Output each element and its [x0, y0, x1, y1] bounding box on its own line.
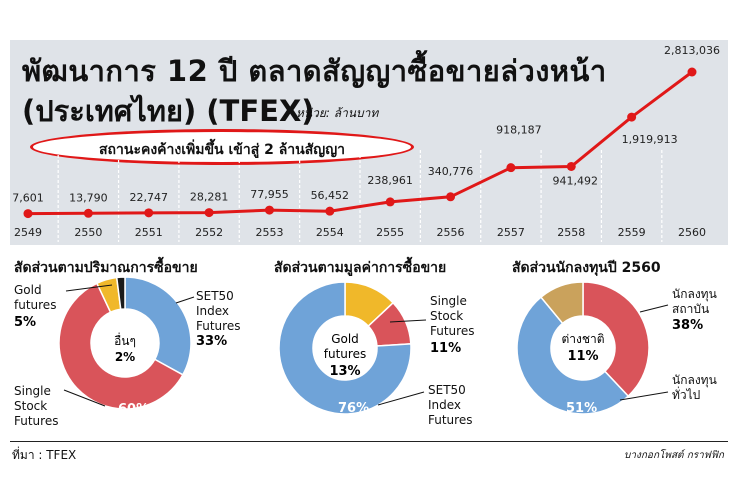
credit-text: บางกอกโพสต์ กราฟฟิก [624, 450, 724, 461]
label-leader-line [65, 284, 113, 292]
slice-label: 11% [430, 341, 461, 356]
data-point [23, 209, 33, 219]
slice-label: 51% [566, 401, 597, 416]
label-leader-line [389, 319, 427, 323]
slice-label: นักลงทุน [672, 373, 717, 388]
pie-slice [539, 281, 584, 325]
data-label: 77,955 [250, 188, 289, 201]
data-label: 2,813,036 [664, 44, 720, 57]
data-point [506, 163, 516, 173]
highlight-badge: สถานะคงค้างเพิ่มขึ้น เข้าสู่ 2 ล้านสัญญา [30, 129, 414, 165]
year-tick-label: 2556 [437, 226, 465, 239]
label-leader-line [175, 296, 195, 304]
year-tick-label: 2549 [14, 226, 42, 239]
slice-label: Gold [14, 283, 42, 297]
label-leader-line [377, 391, 425, 406]
pie-slice [582, 281, 650, 398]
slice-label: 33% [196, 334, 227, 349]
year-tick-label: 2552 [195, 226, 223, 239]
data-label: 56,452 [311, 189, 350, 202]
slice-label: 13% [329, 364, 360, 379]
slice-label: 76% [338, 401, 369, 416]
data-point [627, 112, 637, 122]
slice-label: Gold [331, 332, 359, 346]
slice-label: ทั่วไป [672, 386, 700, 402]
slice-label: 2% [115, 350, 135, 364]
data-label: 7,601 [12, 192, 44, 205]
pie-slice [58, 282, 184, 410]
data-label: 918,187 [496, 124, 542, 137]
slice-label: Single [14, 384, 51, 398]
year-tick-label: 2551 [135, 226, 163, 239]
data-label: 941,492 [553, 174, 599, 187]
data-point [264, 205, 274, 215]
label-leader-line [639, 304, 669, 313]
data-point [83, 208, 93, 218]
slice-label: อื่นๆ [114, 332, 136, 348]
data-point [687, 67, 697, 77]
slice-label: สถาบัน [672, 302, 709, 316]
pie-slice [278, 281, 412, 415]
slice-label: Index [428, 398, 461, 412]
year-tick-label: 2553 [255, 226, 283, 239]
year-tick-label: 2560 [678, 226, 706, 239]
pie-slice [124, 276, 192, 376]
slice-label: Single [430, 294, 467, 308]
slice-label: Futures [428, 413, 472, 427]
label-leader-line [63, 389, 106, 407]
source-text: ที่มา : TFEX [12, 448, 77, 462]
line-chart: 7,601 2549 13,790 2550 22,747 2551 28,281 2552 7… [12, 44, 720, 242]
pie-slice [516, 296, 630, 415]
slice-label: futures [324, 347, 366, 361]
data-label: 22,747 [129, 191, 168, 204]
data-point [204, 208, 214, 218]
slice-label: ต่างชาติ [561, 332, 604, 346]
year-tick-label: 2555 [376, 226, 404, 239]
slice-label: 11% [567, 349, 598, 364]
data-point [325, 206, 335, 216]
slice-label: Futures [14, 414, 58, 428]
data-point [446, 192, 456, 202]
chart-title-line2: (ประเทศไทย) (TFEX) [22, 94, 315, 128]
highlight-text: สถานะคงค้างเพิ่มขึ้น เข้าสู่ 2 ล้านสัญญา [98, 142, 346, 158]
slice-label: Index [196, 304, 229, 318]
slice-label: Futures [196, 319, 240, 333]
pie3-title: สัดส่วนนักลงทุนปี 2560 [512, 260, 661, 276]
chart-title-line1: พัฒนาการ 12 ปี ตลาดสัญญาซื้อขายล่วงหน้า [22, 54, 607, 88]
data-label: 340,776 [428, 165, 474, 178]
slice-label: SET50 [428, 383, 466, 397]
label-leader-line [619, 391, 669, 401]
slice-label: futures [14, 298, 56, 312]
slice-label: 5% [14, 315, 36, 330]
data-label: 238,961 [367, 174, 413, 187]
slice-label: Stock [14, 399, 47, 413]
year-tick-label: 2550 [74, 226, 102, 239]
year-tick-label: 2559 [618, 226, 646, 239]
year-tick-label: 2558 [557, 226, 585, 239]
data-point [566, 161, 576, 171]
data-label: 1,919,913 [622, 133, 678, 146]
data-label: 28,281 [190, 191, 229, 204]
slice-label: Stock [430, 309, 463, 323]
slice-label: 38% [672, 318, 703, 333]
footer-divider [10, 441, 728, 442]
pie-slice [115, 276, 126, 311]
slice-label: Futures [430, 324, 474, 338]
series-line [27, 70, 693, 216]
year-tick-label: 2557 [497, 226, 525, 239]
year-tick-label: 2554 [316, 226, 344, 239]
data-point [144, 208, 154, 218]
slice-label: นักลงทุน [672, 287, 717, 302]
data-point [385, 197, 395, 207]
unit-label: หน่วย: ล้านบาท [296, 106, 379, 120]
slice-label: SET50 [196, 289, 234, 303]
slice-label: 60% [118, 402, 149, 417]
pie2-title: สัดส่วนตามมูลค่าการซื้อขาย [274, 260, 447, 276]
pie1-title: สัดส่วนตามปริมาณการซื้อขาย [14, 260, 198, 276]
data-label: 13,790 [69, 191, 108, 204]
